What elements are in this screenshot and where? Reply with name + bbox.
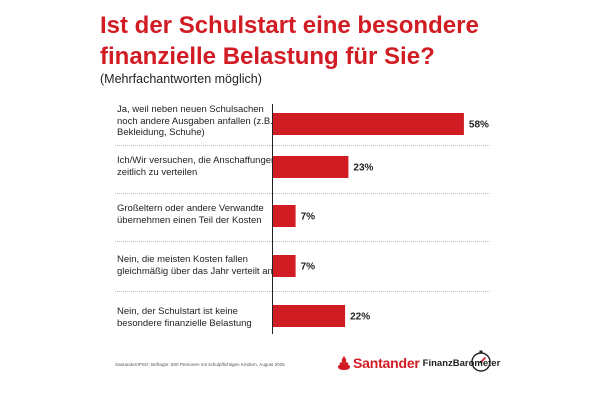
- data-label: 7%: [301, 212, 316, 223]
- category-label: Großeltern oder andere Verwandte überneh…: [117, 203, 264, 226]
- category-label: Ich/Wir versuchen, die Anschaffungen zei…: [117, 155, 277, 178]
- data-label: 58%: [469, 120, 489, 131]
- category-label: Nein, die meisten Kosten fallen gleichmä…: [117, 254, 273, 277]
- brand-product: FinanzBarometer: [422, 357, 501, 369]
- row-separator: [115, 193, 490, 194]
- chart-subtitle: (Mehrfachantworten möglich): [100, 72, 262, 86]
- chart-title: Ist der Schulstart eine besondere finanz…: [100, 12, 479, 70]
- infographic-card: [50, 0, 550, 400]
- category-label: Nein, der Schulstart ist keine besondere…: [117, 306, 252, 329]
- bar: [272, 113, 464, 135]
- data-label: 7%: [301, 262, 316, 273]
- category-label: Ja, weil neben neuen Schulsachen noch an…: [117, 104, 273, 138]
- row-separator: [115, 241, 490, 242]
- data-label: 22%: [350, 312, 370, 323]
- gauge-icon: [471, 350, 491, 372]
- bar: [272, 156, 349, 178]
- row-separator: [115, 145, 490, 146]
- brand-name: Santander: [353, 355, 420, 371]
- bar: [272, 255, 296, 277]
- data-label: 23%: [353, 163, 373, 174]
- santander-flame-icon: [338, 356, 350, 370]
- source-note: Santander/IPSO; Befragte: 500 Personen m…: [115, 362, 285, 367]
- bar: [272, 305, 346, 327]
- row-separator: [115, 291, 490, 292]
- santander-logo: Santander FinanzBarometer: [338, 351, 500, 375]
- bar: [272, 205, 296, 227]
